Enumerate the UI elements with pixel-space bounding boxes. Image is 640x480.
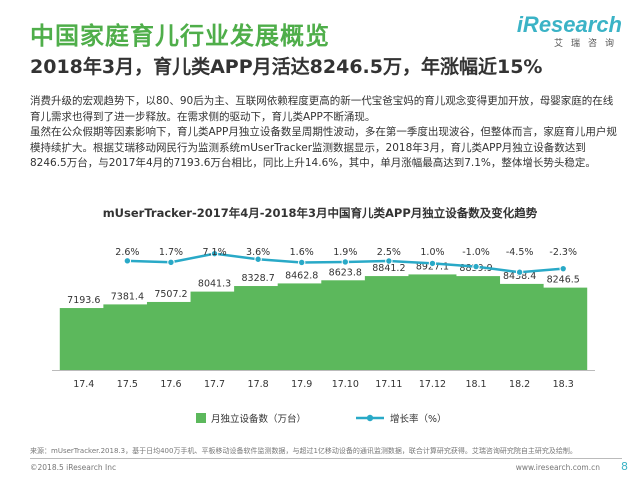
x-tick-label: 17.7 xyxy=(204,379,225,390)
legend-line-label: 增长率（%） xyxy=(390,413,447,425)
growth-rate-label: 1.0% xyxy=(420,247,444,258)
growth-rate-point xyxy=(515,268,524,276)
body-text: 消费升级的宏观趋势下，以80、90后为主、互联网依赖程度更高的新一代宝爸宝妈的育… xyxy=(30,94,620,172)
growth-rate-label: -2.3% xyxy=(549,247,577,258)
growth-rate-point xyxy=(123,257,132,265)
x-tick-label: 18.1 xyxy=(465,379,486,390)
growth-rate-point xyxy=(472,262,480,271)
chart-bar xyxy=(495,283,544,370)
copyright-text: ©2018.5 iResearch Inc xyxy=(30,463,117,472)
growth-rate-point xyxy=(210,249,219,258)
logo-main-text: iResearch xyxy=(516,12,622,37)
x-tick-label: 17.11 xyxy=(375,379,402,390)
chart-bar xyxy=(321,280,370,370)
bar-value-label: 8623.8 xyxy=(329,267,362,278)
chart-bar xyxy=(277,283,326,370)
x-tick-label: 17.5 xyxy=(117,379,138,390)
page-title: 中国家庭育儿行业发展概览 xyxy=(30,22,330,50)
growth-rate-point xyxy=(341,258,349,266)
bar-value-label: 7193.6 xyxy=(67,295,100,306)
chart-bar xyxy=(539,287,588,370)
bar-value-label: 7381.4 xyxy=(111,291,144,302)
footer-divider xyxy=(30,458,622,459)
bar-value-label: 7507.2 xyxy=(154,289,187,300)
chart-bar xyxy=(146,301,195,370)
bar-value-label: 8041.3 xyxy=(198,279,231,290)
body-paragraph-2: 虽然在公众假期等因素影响下，育儿类APP月独立设备数呈周期性波动，多在第一季度出… xyxy=(30,126,617,169)
x-tick-label: 18.2 xyxy=(509,379,530,390)
growth-rate-label: -1.0% xyxy=(462,247,490,258)
growth-rate-label: 1.9% xyxy=(333,247,357,258)
growth-rate-point xyxy=(428,259,437,268)
growth-rate-label: 7.1% xyxy=(202,247,226,258)
bar-value-label: 8328.7 xyxy=(242,273,275,284)
chart-bar xyxy=(59,308,108,370)
x-tick-label: 17.12 xyxy=(419,379,446,390)
chart-bar xyxy=(234,286,283,370)
x-tick-label: 17.4 xyxy=(73,379,94,390)
chart-bar xyxy=(364,276,413,370)
legend-line-marker xyxy=(366,414,374,422)
growth-rate-label: 1.6% xyxy=(290,247,314,258)
growth-rate-label: 2.6% xyxy=(115,247,139,258)
growth-rate-point xyxy=(254,255,262,263)
x-tick-label: 18.3 xyxy=(553,379,574,390)
bar-value-label: 8246.5 xyxy=(547,275,580,286)
bar-value-label: 8462.8 xyxy=(285,270,318,281)
bar-value-label: 8841.2 xyxy=(372,263,405,274)
x-tick-label: 17.9 xyxy=(291,379,312,390)
growth-rate-point xyxy=(167,258,175,266)
page-number: 8 xyxy=(621,460,628,473)
chart-bar xyxy=(452,276,501,370)
legend-bar-label: 月独立设备数（万台） xyxy=(211,413,306,425)
growth-rate-label: -4.5% xyxy=(506,247,534,258)
chart: 7193.6 7381.4 7507.2 8041.3 8328.7 8462.8 8623… xyxy=(52,247,595,425)
chart-bar xyxy=(190,291,239,370)
source-note: 来源：mUserTracker.2018.3，基于日均400万手机、平板移动设备… xyxy=(30,447,577,455)
chart-bar xyxy=(408,274,457,370)
body-paragraph-1: 消费升级的宏观趋势下，以80、90后为主、互联网依赖程度更高的新一代宝爸宝妈的育… xyxy=(30,95,614,123)
growth-rate-point xyxy=(298,258,306,267)
x-tick-label: 17.10 xyxy=(332,379,359,390)
page-subtitle: 2018年3月，育儿类APP月活达8246.5万，年涨幅近15% xyxy=(30,56,543,78)
growth-rate-label: 2.5% xyxy=(377,247,401,258)
x-tick-label: 17.8 xyxy=(248,379,269,390)
growth-rate-point xyxy=(559,264,567,273)
bar-value-label: 8438.4 xyxy=(503,271,536,282)
website-text: www.iresearch.com.cn xyxy=(515,463,600,472)
chart-bar xyxy=(103,304,152,370)
x-tick-label: 17.6 xyxy=(160,379,181,390)
growth-rate-label: 3.6% xyxy=(246,247,270,258)
iresearch-logo: iResearch 艾瑞咨询 xyxy=(517,12,622,49)
legend-bar-swatch xyxy=(196,413,206,423)
logo-sub-text: 艾瑞咨询 xyxy=(553,39,622,49)
chart-title: mUserTracker-2017年4月-2018年3月中国育儿类APP月独立设… xyxy=(102,206,538,220)
growth-rate-point xyxy=(385,257,393,265)
growth-rate-label: 1.7% xyxy=(159,247,183,258)
